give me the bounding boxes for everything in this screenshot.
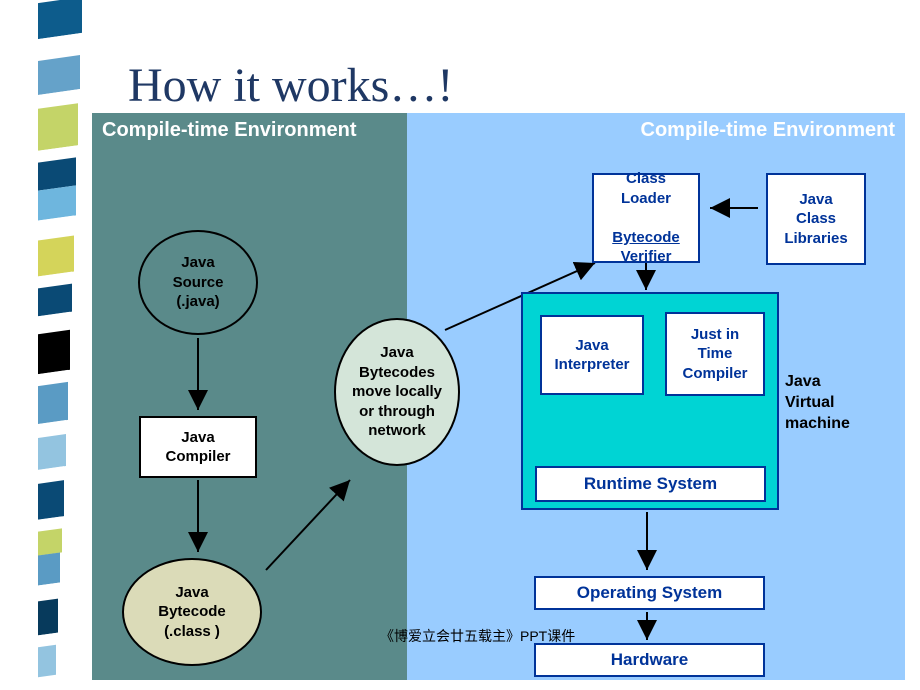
libraries-box: Java Class Libraries <box>766 173 866 265</box>
bytecodes-ellipse: Java Bytecodes move locally or through n… <box>334 318 460 466</box>
interpreter-box: Java Interpreter <box>540 315 644 395</box>
right-panel-header: Compile-time Environment <box>407 113 905 148</box>
runtime-box: Runtime System <box>535 466 766 502</box>
sidebar-decoration <box>0 0 90 690</box>
page-title: How it works…! <box>128 58 453 113</box>
left-panel-header: Compile-time Environment <box>92 113 407 148</box>
jvm_label: Java Virtual machine <box>785 372 850 434</box>
hardware-box: Hardware <box>534 643 765 677</box>
loader-box: ClassLoaderBytecodeVerifier <box>592 173 700 263</box>
os-box: Operating System <box>534 576 765 610</box>
compiler-box: Java Compiler <box>139 416 257 478</box>
bytecode-ellipse: Java Bytecode (.class ) <box>122 558 262 666</box>
jit-box: Just in Time Compiler <box>665 312 765 396</box>
source-ellipse: Java Source (.java) <box>138 230 258 335</box>
